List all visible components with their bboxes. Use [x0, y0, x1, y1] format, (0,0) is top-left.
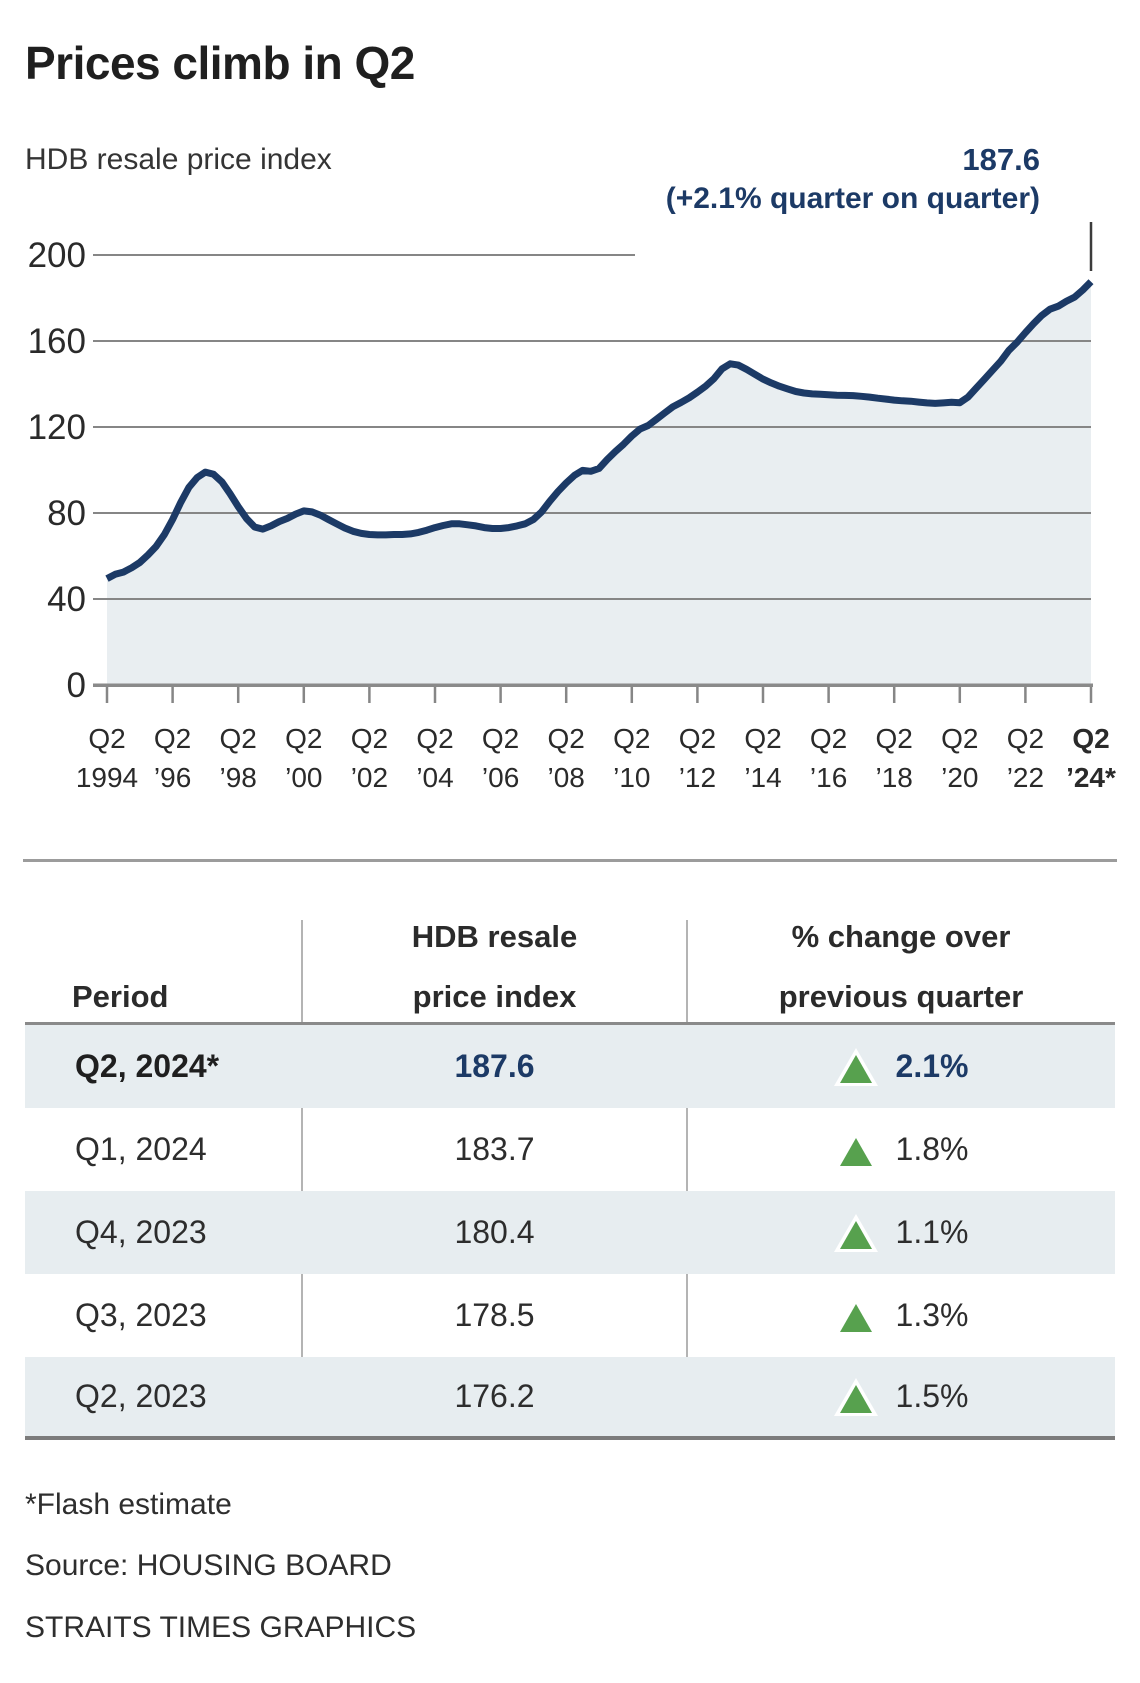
- table-cell-change: 1.8%: [687, 1108, 1115, 1191]
- table-row-shade: [25, 1025, 1115, 1108]
- chart-subtitle: HDB resale price index: [25, 143, 332, 176]
- x-axis-label: ’08: [548, 762, 585, 793]
- table-header-index: HDB resale: [411, 919, 578, 954]
- x-axis-label: ’20: [941, 762, 978, 793]
- table-cell-period: Q2, 2023: [75, 1378, 207, 1414]
- x-axis-label: Q2: [482, 723, 519, 754]
- up-triangle-icon: [833, 1213, 878, 1252]
- table-cell-period: Q4, 2023: [75, 1214, 207, 1250]
- latest-value: 187.6: [962, 142, 1040, 177]
- table-cell-index: 183.7: [454, 1131, 535, 1167]
- column-separator: [686, 920, 688, 1437]
- y-axis-label: 160: [28, 322, 86, 361]
- table-bottom-rule: [25, 1436, 1115, 1440]
- table-row-shade: [25, 1191, 1115, 1274]
- table-header-index: price index: [412, 979, 577, 1014]
- change-value: 1.3%: [895, 1297, 969, 1333]
- up-triangle-icon-fill: [839, 1220, 872, 1249]
- table-cell-change: 1.5%: [687, 1357, 1115, 1436]
- table-cell-index: 180.4: [454, 1214, 535, 1250]
- x-axis-label: Q2: [351, 723, 388, 754]
- up-triangle-icon-fill: [839, 1384, 872, 1413]
- x-axis-label: Q2: [941, 723, 978, 754]
- up-triangle-icon-fill: [839, 1054, 872, 1083]
- up-triangle-icon-fill: [839, 1137, 872, 1166]
- table-cell-index: 178.5: [454, 1297, 535, 1333]
- change-value: 2.1%: [895, 1048, 969, 1084]
- index-line: [105, 279, 1094, 582]
- y-axis-label: 80: [47, 494, 86, 533]
- table-header-change: % change over: [791, 919, 1011, 954]
- table-row-shade: [25, 1357, 1115, 1436]
- x-axis-label: 1994: [76, 762, 138, 793]
- x-axis-label: Q2: [88, 723, 125, 754]
- change-value: 1.1%: [895, 1214, 969, 1250]
- section-divider: [23, 859, 1117, 862]
- table-cell-period: Q2, 2024*: [75, 1048, 220, 1084]
- source-credit: Source: HOUSING BOARD: [25, 1549, 392, 1582]
- x-axis-line: [93, 683, 1093, 687]
- x-axis-label: ’22: [1007, 762, 1044, 793]
- column-separator: [301, 920, 303, 1437]
- x-axis-label: ’98: [220, 762, 257, 793]
- table-header-change: previous quarter: [778, 979, 1024, 1014]
- graphics-credit: STRAITS TIMES GRAPHICS: [25, 1611, 417, 1644]
- x-axis-label: Q2: [679, 723, 716, 754]
- x-axis-label: ’02: [351, 762, 388, 793]
- x-axis-label: Q2: [1072, 723, 1109, 754]
- x-axis-label: ’14: [744, 762, 781, 793]
- table-cell-change: 1.1%: [687, 1191, 1115, 1274]
- table-cell-period: Q3, 2023: [75, 1297, 207, 1333]
- table-cell-change: 2.1%: [687, 1025, 1115, 1108]
- up-triangle-icon: [833, 1296, 878, 1335]
- change-value: 1.8%: [895, 1131, 969, 1167]
- x-axis-label: ’06: [482, 762, 519, 793]
- up-triangle-icon-fill: [839, 1303, 872, 1332]
- x-axis-label: Q2: [613, 723, 650, 754]
- y-axis-label: 0: [67, 666, 86, 705]
- table-header-rule: [25, 1022, 1115, 1025]
- x-axis-label: Q2: [416, 723, 453, 754]
- page-title: Prices climb in Q2: [25, 37, 415, 89]
- latest-value-annotation: 187.6 (+2.1% quarter on quarter): [666, 140, 1040, 218]
- table-cell-index: 176.2: [454, 1378, 535, 1414]
- x-axis-label: ’96: [154, 762, 191, 793]
- x-axis-label: ’12: [679, 762, 716, 793]
- up-triangle-icon: [833, 1130, 878, 1169]
- y-axis-label: 40: [47, 580, 86, 619]
- y-axis-label: 120: [28, 408, 86, 447]
- x-axis-label: ’24*: [1066, 762, 1116, 793]
- up-triangle-icon: [833, 1047, 878, 1086]
- x-axis-label: ’18: [876, 762, 913, 793]
- x-axis-label: ’10: [613, 762, 650, 793]
- table-cell-change: 1.3%: [687, 1274, 1115, 1357]
- x-axis-label: Q2: [220, 723, 257, 754]
- price-index-chart: 0 40 80 120 160 200 Q2 1994 Q2 ’96 Q2 ’98 Q2 ’00 Q2 ’02…: [28, 222, 1116, 793]
- latest-change-note: (+2.1% quarter on quarter): [665, 182, 1040, 215]
- area-fill: [107, 281, 1091, 685]
- table-cell-index: 187.6: [454, 1048, 535, 1084]
- y-axis-label: 200: [28, 236, 86, 275]
- x-axis-label: Q2: [744, 723, 781, 754]
- table-header-period: Period: [72, 979, 169, 1014]
- x-axis-label: ’00: [285, 762, 322, 793]
- up-triangle-icon: [833, 1377, 878, 1416]
- x-axis-label: ’04: [416, 762, 453, 793]
- x-axis-label: Q2: [154, 723, 191, 754]
- change-value: 1.5%: [895, 1378, 969, 1414]
- x-axis-label: Q2: [285, 723, 322, 754]
- table-cell-period: Q1, 2024: [75, 1131, 207, 1167]
- x-axis-label: Q2: [810, 723, 847, 754]
- x-axis-label: Q2: [876, 723, 913, 754]
- flash-estimate-note: *Flash estimate: [25, 1488, 232, 1521]
- x-axis-label: ’16: [810, 762, 847, 793]
- x-axis-label: Q2: [548, 723, 585, 754]
- x-axis-label: Q2: [1007, 723, 1044, 754]
